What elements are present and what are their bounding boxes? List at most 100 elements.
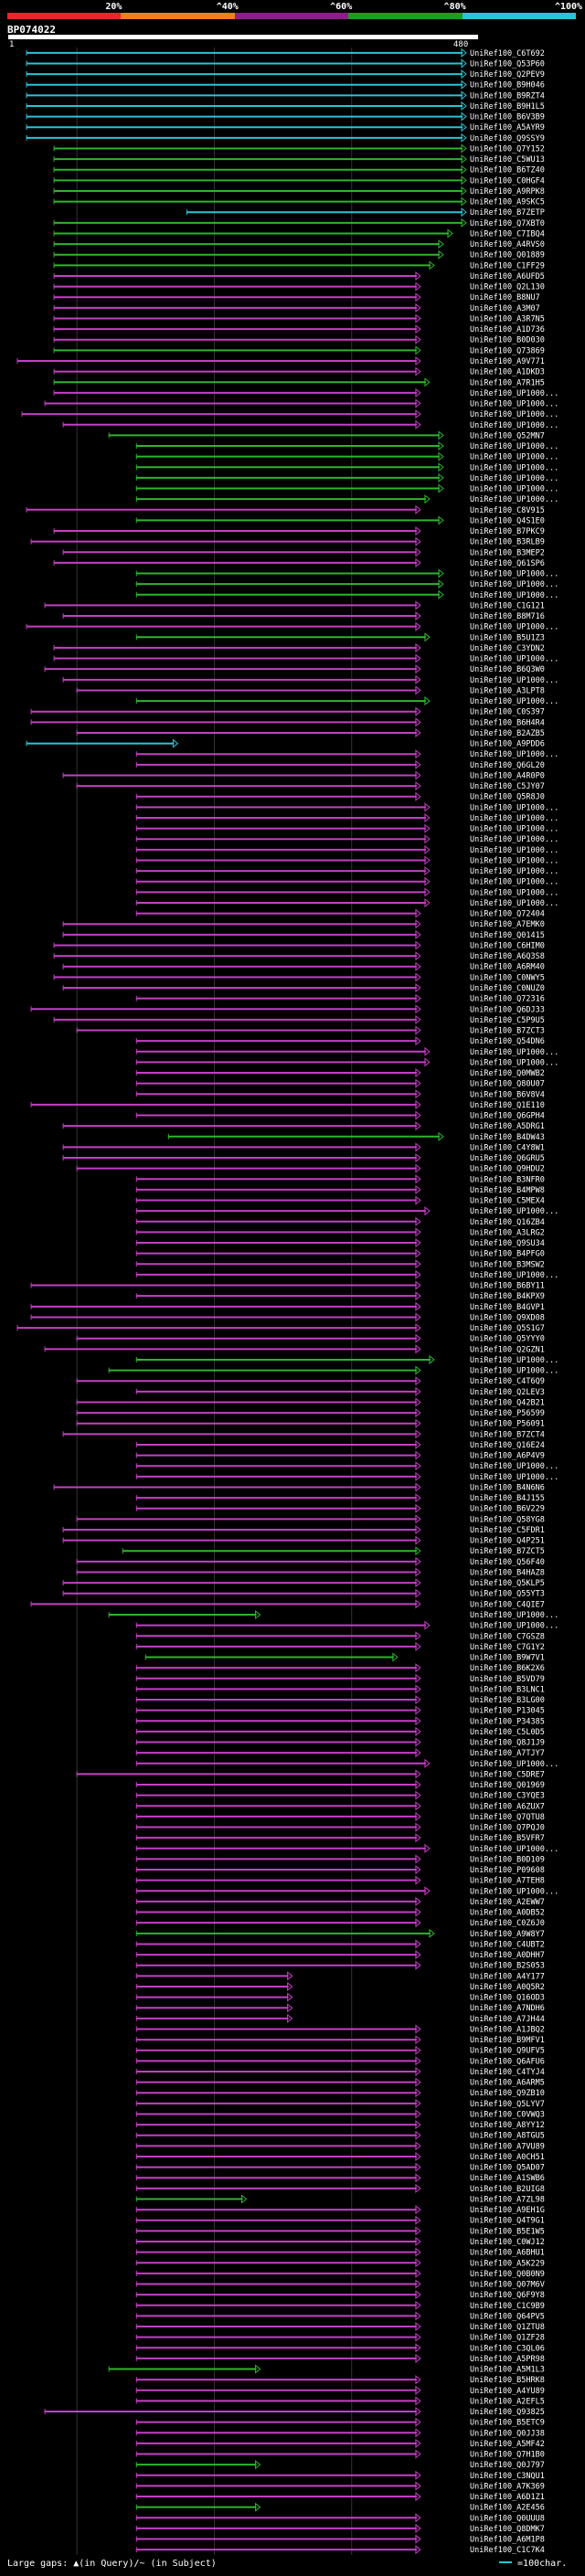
hit-row[interactable]: UniRef100_C0WJ12 <box>135 2236 545 2247</box>
hit-label[interactable]: UniRef100_B3LG00 <box>470 1696 545 1705</box>
hit-row[interactable]: UniRef100_UP1000... <box>21 409 558 419</box>
hit-label[interactable]: UniRef100_Q7PQJ0 <box>470 1824 545 1833</box>
hit-row[interactable]: UniRef100_Q01889 <box>53 249 545 260</box>
hit-label[interactable]: UniRef100_UP1000... <box>470 888 558 897</box>
hit-label[interactable]: UniRef100_UP1000... <box>470 856 558 865</box>
hit-label[interactable]: UniRef100_C5JY07 <box>470 782 545 791</box>
hit-label[interactable]: UniRef100_P56091 <box>470 1420 545 1429</box>
hit-row[interactable]: UniRef100_Q9HDU2 <box>76 1163 545 1174</box>
hit-row[interactable]: UniRef100_A6D1Z1 <box>135 2492 545 2502</box>
hit-row[interactable]: UniRef100_B7PKC9 <box>53 525 545 536</box>
hit-label[interactable]: UniRef100_Q7H1B0 <box>470 2451 545 2460</box>
hit-row[interactable]: UniRef100_UP1000... <box>44 398 558 409</box>
hit-row[interactable]: UniRef100_UP1000... <box>135 1758 558 1769</box>
hit-row[interactable]: UniRef100_B4PFG0 <box>135 1248 545 1259</box>
hit-row[interactable]: UniRef100_B6BY11 <box>30 1280 545 1291</box>
hit-label[interactable]: UniRef100_Q5KLP5 <box>470 1579 545 1588</box>
hit-row[interactable]: UniRef100_C5FDR1 <box>62 1524 545 1535</box>
hit-row[interactable]: UniRef100_A0Q5R2 <box>135 1981 545 1992</box>
hit-label[interactable]: UniRef100_UP1000... <box>470 1760 558 1769</box>
hit-label[interactable]: UniRef100_Q2PEV9 <box>470 70 545 80</box>
hit-label[interactable]: UniRef100_Q07M6V <box>470 2281 545 2290</box>
hit-label[interactable]: UniRef100_Q6GRU5 <box>470 1154 545 1163</box>
hit-row[interactable]: UniRef100_A5PR98 <box>135 2353 545 2364</box>
hit-row[interactable]: UniRef100_Q58YG8 <box>76 1514 545 1524</box>
hit-label[interactable]: UniRef100_UP1000... <box>470 1845 558 1854</box>
hit-label[interactable]: UniRef100_UP1000... <box>470 867 558 876</box>
hit-row[interactable]: UniRef100_Q01415 <box>62 929 545 940</box>
hit-row[interactable]: UniRef100_C4UBT2 <box>135 1939 545 1949</box>
hit-row[interactable]: UniRef100_A6UFD5 <box>53 270 545 281</box>
hit-label[interactable]: UniRef100_A7NDH6 <box>470 2004 545 2013</box>
hit-row[interactable]: UniRef100_C4TYJ4 <box>135 2066 545 2077</box>
hit-row[interactable]: UniRef100_A9EH1G <box>135 2205 545 2215</box>
hit-label[interactable]: UniRef100_P34385 <box>470 1717 545 1726</box>
hit-label[interactable]: UniRef100_UP1000... <box>470 750 558 759</box>
hit-row[interactable]: UniRef100_A1SWB6 <box>135 2173 545 2183</box>
hit-label[interactable]: UniRef100_B9H046 <box>470 81 545 90</box>
hit-label[interactable]: UniRef100_Q01415 <box>470 931 545 940</box>
hit-label[interactable]: UniRef100_Q5YYY0 <box>470 1335 545 1344</box>
hit-label[interactable]: UniRef100_UP1000... <box>470 825 558 834</box>
hit-label[interactable]: UniRef100_A9SKC5 <box>470 198 545 207</box>
hit-label[interactable]: UniRef100_B3MEP2 <box>470 548 545 557</box>
hit-row[interactable]: UniRef100_Q61SP6 <box>53 557 545 568</box>
hit-row[interactable]: UniRef100_B4J155 <box>135 1493 545 1503</box>
hit-label[interactable]: UniRef100_A0DB52 <box>470 1909 545 1918</box>
hit-label[interactable]: UniRef100_UP1000... <box>470 474 558 483</box>
hit-label[interactable]: UniRef100_A8TGU5 <box>470 2132 545 2141</box>
hit-label[interactable]: UniRef100_Q4T9G1 <box>470 2217 545 2226</box>
hit-label[interactable]: UniRef100_Q8J1J9 <box>470 1739 545 1748</box>
hit-label[interactable]: UniRef100_A9PDD6 <box>470 740 545 749</box>
hit-label[interactable]: UniRef100_C1FF29 <box>470 261 545 270</box>
hit-label[interactable]: UniRef100_B9H1L5 <box>470 102 545 111</box>
hit-row[interactable]: UniRef100_A3R7N5 <box>53 313 545 323</box>
hit-label[interactable]: UniRef100_A3LPT8 <box>470 686 545 695</box>
hit-label[interactable]: UniRef100_B5VD79 <box>470 1675 545 1684</box>
hit-row[interactable]: UniRef100_C4QIE7 <box>30 1599 545 1609</box>
hit-row[interactable]: UniRef100_Q7H1B0 <box>135 2449 545 2460</box>
hit-row[interactable]: UniRef100_Q0J797 <box>135 2460 545 2470</box>
hit-row[interactable]: UniRef100_Q0JJ38 <box>135 2428 545 2438</box>
hit-row[interactable]: UniRef100_Q9ZB10 <box>135 2088 545 2098</box>
hit-row[interactable]: UniRef100_A5M1L3 <box>108 2364 545 2375</box>
hit-label[interactable]: UniRef100_UP1000... <box>470 1271 558 1280</box>
hit-label[interactable]: UniRef100_Q16ZB4 <box>470 1218 545 1227</box>
hit-label[interactable]: UniRef100_Q9XD08 <box>470 1313 545 1322</box>
hit-label[interactable]: UniRef100_B4KPX9 <box>470 1292 545 1301</box>
hit-row[interactable]: UniRef100_C3YDN2 <box>53 642 545 653</box>
hit-row[interactable]: UniRef100_Q7QTU8 <box>135 1811 545 1822</box>
hit-row[interactable]: UniRef100_B4N6N6 <box>53 1482 545 1492</box>
hit-label[interactable]: UniRef100_Q55YT3 <box>470 1590 545 1599</box>
hit-label[interactable]: UniRef100_A5K229 <box>470 2259 545 2268</box>
hit-label[interactable]: UniRef100_B3RLB9 <box>470 538 545 547</box>
hit-label[interactable]: UniRef100_Q73869 <box>470 346 545 355</box>
hit-label[interactable]: UniRef100_A7ZL98 <box>470 2195 545 2204</box>
hit-label[interactable]: UniRef100_B9W7V1 <box>470 1654 545 1663</box>
hit-label[interactable]: UniRef100_Q5LYV7 <box>470 2100 545 2109</box>
hit-row[interactable]: UniRef100_B5E1W5 <box>135 2226 545 2236</box>
hit-label[interactable]: UniRef100_UP1000... <box>470 803 558 812</box>
hit-row[interactable]: UniRef100_C5MEX4 <box>135 1195 545 1206</box>
hit-row[interactable]: UniRef100_UP1000... <box>135 472 558 483</box>
hit-row[interactable]: UniRef100_C5P9U5 <box>53 1014 545 1025</box>
hit-row[interactable]: UniRef100_UP1000... <box>135 1354 558 1365</box>
hit-row[interactable]: UniRef100_B2S053 <box>135 1960 545 1971</box>
hit-label[interactable]: UniRef100_P13045 <box>470 1707 545 1716</box>
hit-label[interactable]: UniRef100_UP1000... <box>470 591 558 600</box>
hit-label[interactable]: UniRef100_C6HIM0 <box>470 941 545 950</box>
hit-label[interactable]: UniRef100_C7G1Y2 <box>470 1643 545 1652</box>
hit-label[interactable]: UniRef100_Q64PV5 <box>470 2312 545 2321</box>
hit-row[interactable]: UniRef100_C0NUZ0 <box>62 982 545 993</box>
hit-row[interactable]: UniRef100_A0DB52 <box>135 1907 545 1918</box>
hit-row[interactable]: UniRef100_C5DRE7 <box>76 1769 545 1779</box>
hit-row[interactable]: UniRef100_A6M1P8 <box>135 2534 545 2545</box>
hit-label[interactable]: UniRef100_B4PFG0 <box>470 1250 545 1259</box>
hit-row[interactable]: UniRef100_A7VU89 <box>135 2141 545 2151</box>
hit-label[interactable]: UniRef100_Q9SU34 <box>470 1239 545 1248</box>
hit-row[interactable]: UniRef100_UP1000... <box>135 823 558 834</box>
hit-row[interactable]: UniRef100_B5HRK8 <box>135 2375 545 2385</box>
hit-label[interactable]: UniRef100_C0S397 <box>470 708 545 717</box>
hit-row[interactable]: UniRef100_A5K229 <box>135 2258 545 2268</box>
hit-label[interactable]: UniRef100_UP1000... <box>470 400 558 409</box>
